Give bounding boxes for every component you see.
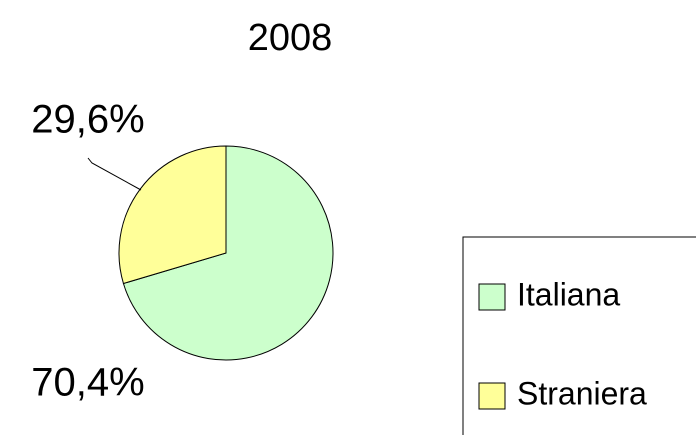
data-label: 29,6% bbox=[31, 98, 144, 142]
legend-swatch bbox=[478, 283, 506, 311]
chart-title: 2008 bbox=[248, 17, 333, 59]
pie-slice bbox=[122, 145, 334, 361]
legend-swatch bbox=[478, 382, 506, 410]
data-label: 70,4% bbox=[31, 361, 144, 405]
leader-line bbox=[87, 157, 142, 191]
legend-label: Straniera bbox=[517, 375, 647, 411]
legend-label: Italiana bbox=[517, 276, 620, 312]
